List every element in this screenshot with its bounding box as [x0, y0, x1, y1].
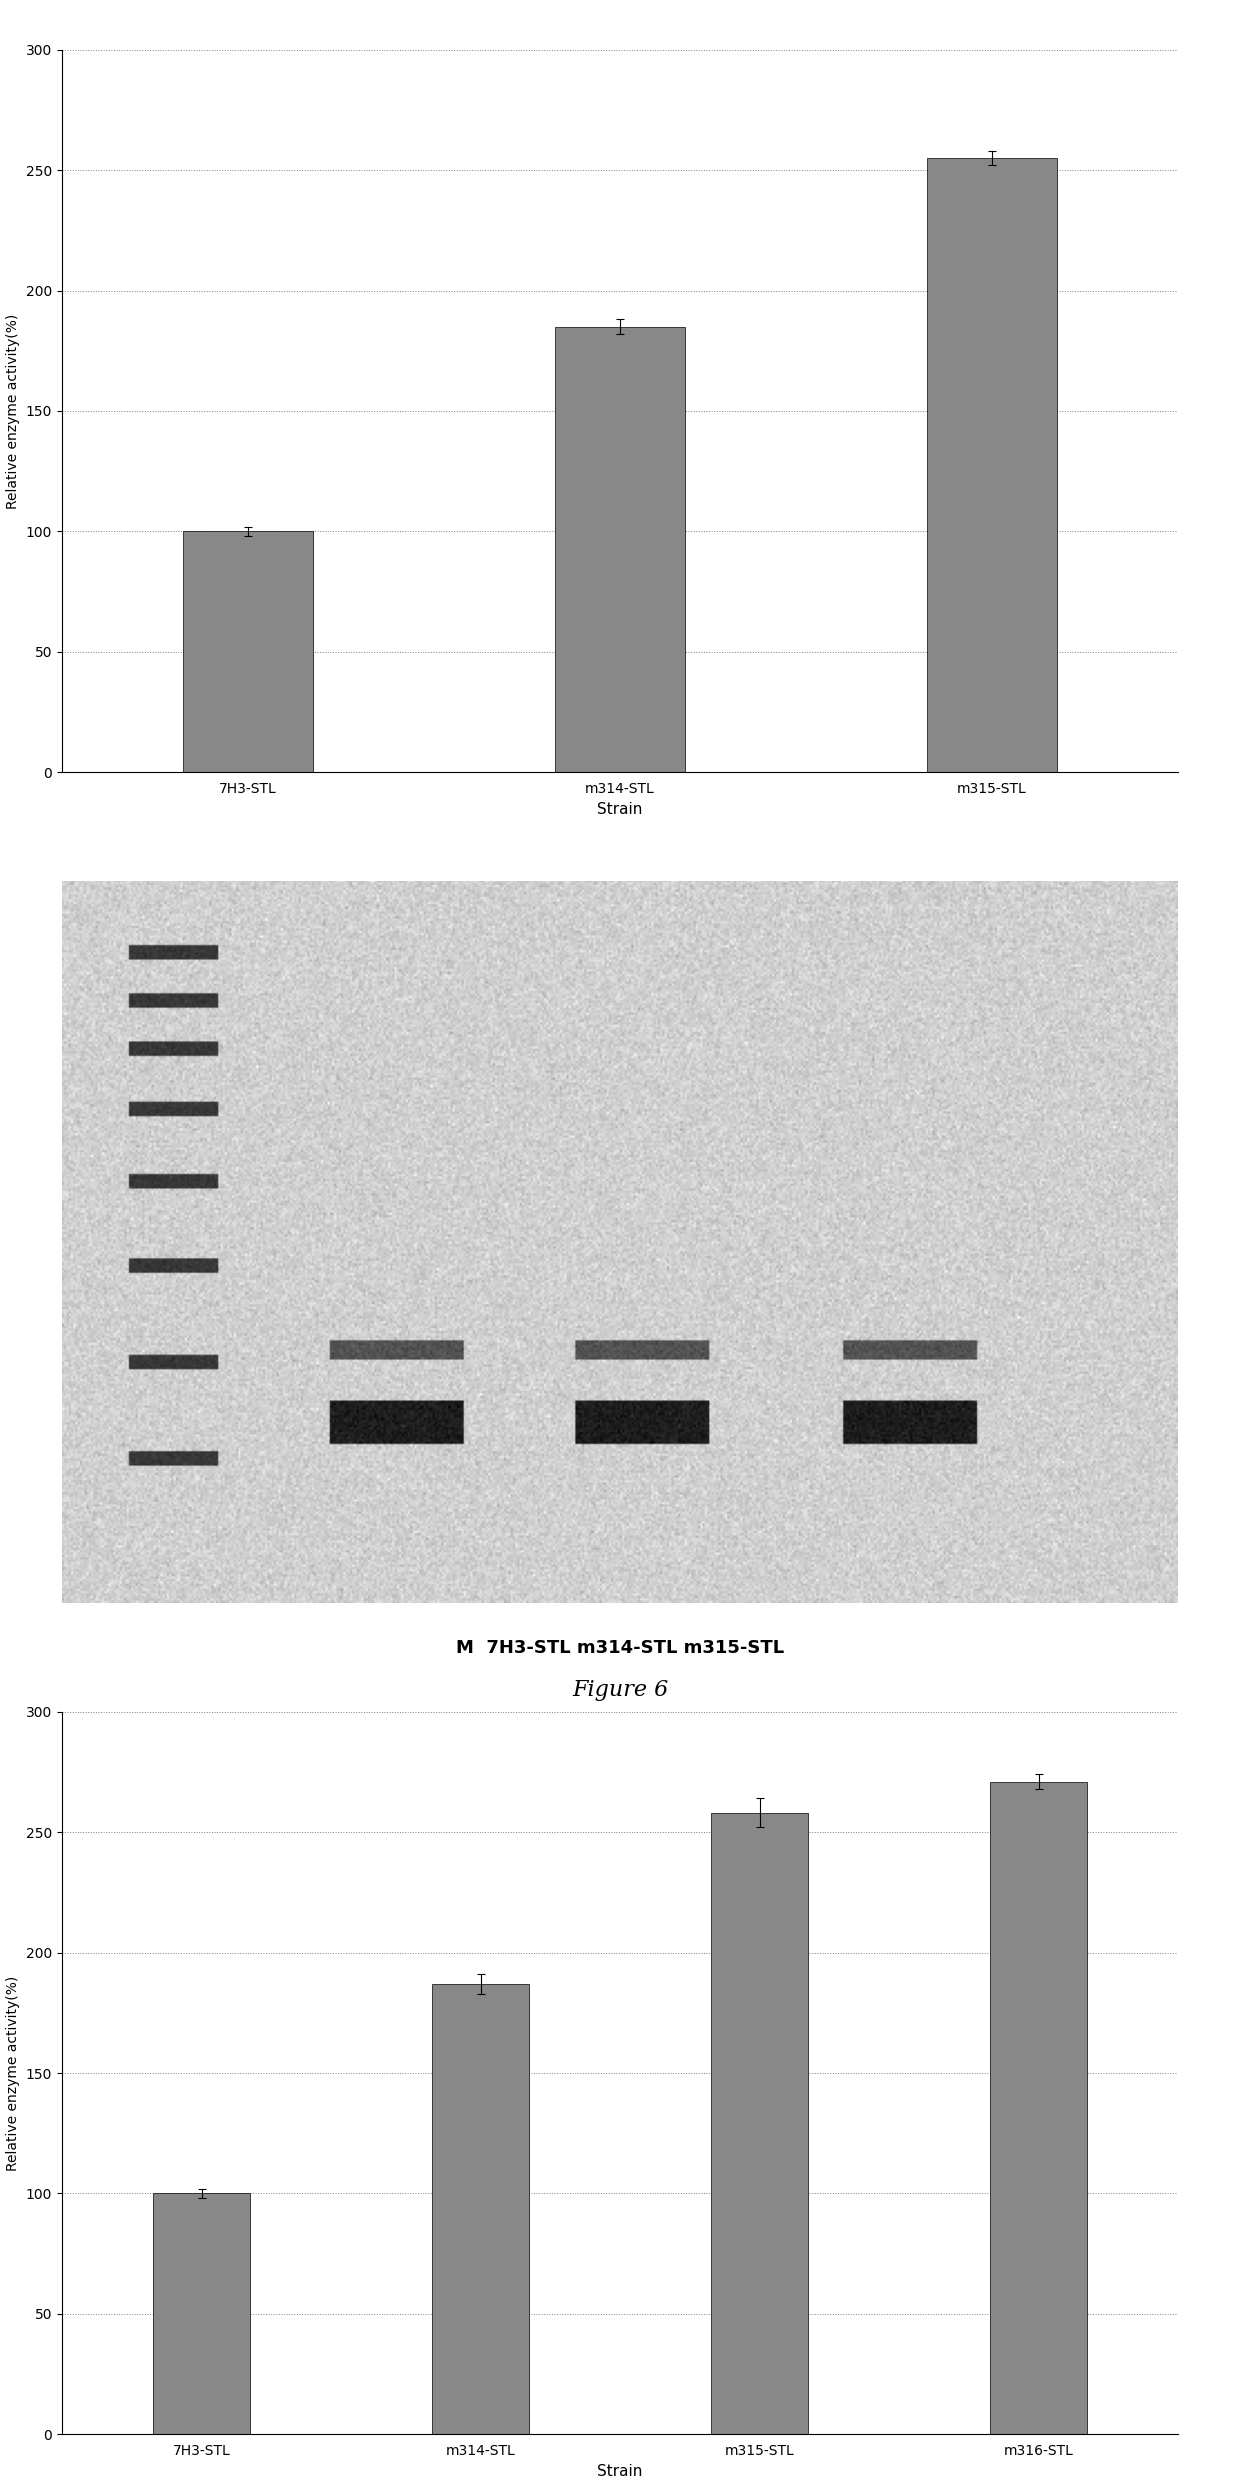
Bar	[184, 532, 312, 773]
Text: Figure 5: Figure 5	[572, 892, 668, 914]
Bar	[556, 328, 684, 773]
Y-axis label: Relative enzyme activity(%): Relative enzyme activity(%)	[6, 1975, 20, 2171]
X-axis label: Strain: Strain	[598, 2464, 642, 2479]
Bar	[153, 2193, 250, 2434]
Text: Figure 6: Figure 6	[572, 1679, 668, 1702]
Bar	[926, 159, 1056, 773]
Y-axis label: Relative enzyme activity(%): Relative enzyme activity(%)	[6, 313, 20, 509]
Text: M  7H3-STL m314-STL m315-STL: M 7H3-STL m314-STL m315-STL	[456, 1639, 784, 1657]
Bar	[432, 1985, 529, 2434]
X-axis label: Strain: Strain	[598, 802, 642, 817]
Bar	[990, 1781, 1087, 2434]
Bar	[711, 1813, 808, 2434]
